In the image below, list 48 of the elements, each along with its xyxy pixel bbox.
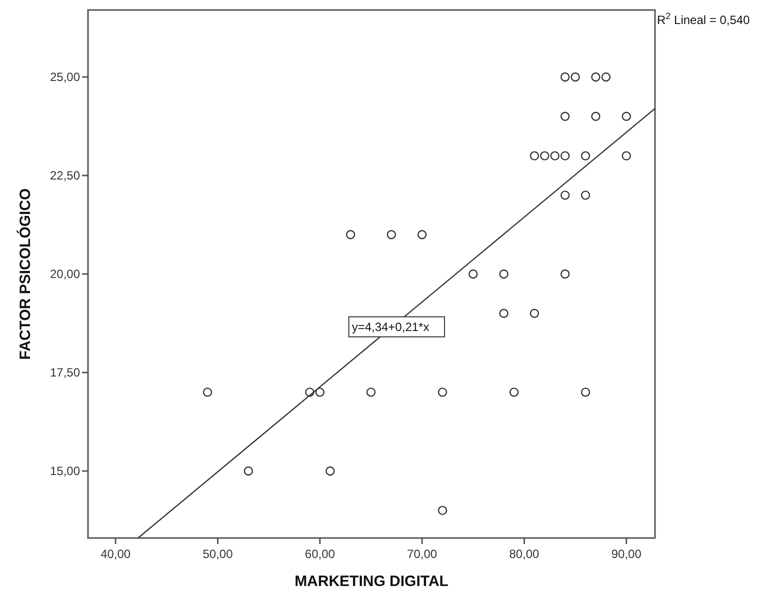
point: [417, 230, 427, 240]
point: [509, 388, 519, 397]
x-tick-label: 70,00: [407, 547, 438, 561]
point: [438, 388, 448, 397]
point: [540, 151, 550, 160]
point: [550, 151, 560, 160]
y-tick-label: 25,00: [50, 70, 80, 84]
x-tick-label: 40,00: [100, 547, 131, 561]
y-tick-label: 20,00: [50, 267, 80, 282]
point: [244, 466, 253, 476]
point: [499, 308, 508, 318]
x-tick-label: 50,00: [202, 547, 234, 561]
y-tick-label: 22,50: [50, 168, 80, 183]
point: [591, 72, 600, 82]
point: [468, 269, 478, 279]
point: [560, 269, 570, 279]
x-tick-label: 90,00: [611, 547, 642, 561]
x-tick-label: 60,00: [304, 547, 336, 561]
point: [326, 466, 335, 476]
point: [580, 388, 590, 397]
point: [366, 388, 376, 397]
point: [580, 190, 590, 200]
y-tick-label: 15,00: [50, 464, 80, 478]
point: [560, 151, 570, 160]
point: [560, 72, 570, 82]
text: R$^{2}$ Lineal = 0,540: [657, 11, 750, 27]
point: [622, 151, 631, 160]
x-axis-title: MARKETING DIGITAL: [294, 573, 448, 590]
point: [530, 308, 540, 318]
point: [601, 72, 611, 82]
point: [580, 151, 590, 160]
point: [315, 388, 325, 397]
point: [560, 190, 570, 200]
point: [530, 151, 540, 160]
y-tick-label: 17,50: [50, 366, 80, 380]
point: [560, 112, 570, 121]
point: [622, 112, 631, 121]
point: [305, 388, 314, 397]
point: [346, 230, 356, 240]
point: [202, 388, 212, 397]
annotation: y=4,34+0,21*x: [352, 320, 430, 334]
x-tick-label: 80,00: [509, 547, 540, 561]
point: [438, 506, 448, 516]
point: [386, 230, 396, 240]
point: [499, 269, 508, 279]
point: [570, 72, 580, 82]
point: [591, 112, 600, 121]
y-axis-title: FACTOR PSICOLÓGICO: [16, 188, 34, 360]
